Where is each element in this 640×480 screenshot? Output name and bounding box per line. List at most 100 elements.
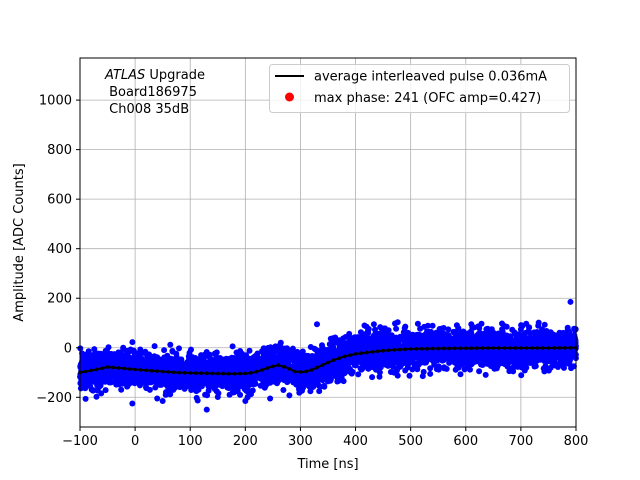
sample-point [104,348,110,355]
sample-point [79,360,86,367]
sample-point [327,377,334,384]
sample-point [518,334,525,341]
sample-point [107,378,113,385]
sample-point [529,355,536,362]
sample-point [482,371,489,378]
sample-point [206,381,213,388]
sample-point [206,361,213,368]
sample-point [259,348,265,355]
sample-point [564,324,571,331]
sample-point [231,389,238,396]
sample-point [151,363,158,370]
sample-point [380,339,387,346]
sample-point [90,387,97,394]
sample-point [161,347,168,354]
sample-point [321,383,328,390]
sample-point [518,372,525,379]
sample-point [443,365,450,372]
sample-point [126,348,133,355]
sample-point [319,345,326,352]
sample-point [82,355,89,362]
sample-point [494,354,501,361]
sample-point [307,388,314,395]
sample-point [409,366,416,373]
sample-point [453,335,459,342]
sample-point [568,334,575,341]
sample-point [105,355,111,362]
sample-point [137,382,143,389]
sample-point [299,348,306,355]
sample-point [374,338,381,345]
sample-point [433,366,440,373]
sample-point [348,358,355,365]
sample-point [311,377,318,384]
sample-point [348,370,355,377]
sample-point [140,349,147,356]
sample-point [445,326,452,333]
sample-point [521,367,528,374]
sample-point [375,330,382,337]
sample-point [102,387,109,394]
sample-point [467,360,474,366]
sample-point [449,352,456,359]
sample-point [360,360,367,367]
sample-point [364,344,371,351]
sample-point [296,389,303,396]
sample-point [414,366,421,373]
sample-point [108,373,115,380]
sample-point [186,349,193,356]
sample-point [532,363,539,370]
sample-point [509,365,515,371]
sample-point [306,383,313,390]
sample-point [200,358,207,365]
sample-point [245,389,252,395]
sample-point [467,328,474,335]
sample-point [499,360,506,367]
sample-point [393,325,400,332]
sample-point [128,357,135,364]
sample-point [347,366,353,372]
sample-point [131,380,138,387]
sample-point [351,334,358,341]
sample-point [560,355,566,362]
sample-point [477,332,484,339]
scatter-series [77,298,579,413]
sample-point [129,339,136,346]
sample-point [461,366,468,373]
sample-point [392,320,398,327]
sample-point [241,381,248,388]
sample-point [358,333,365,340]
sample-point [481,337,488,343]
sample-point [356,343,362,350]
sample-point [250,363,257,370]
sample-point [86,380,93,386]
sample-point [312,353,319,360]
sample-point [193,394,200,401]
sample-point [213,349,220,356]
sample-point [541,321,548,328]
sample-point [246,347,253,354]
sample-point [560,329,567,336]
sample-point [556,334,563,341]
sample-point [91,346,98,353]
sample-point [355,371,362,378]
sample-point [352,362,359,369]
sample-point [307,344,314,350]
sample-point [335,377,342,384]
sample-point [82,395,89,402]
sample-point [188,387,195,393]
sample-point [226,367,233,373]
sample-point [494,362,501,369]
sample-point [402,323,409,330]
sample-point [566,360,572,367]
sample-point [554,338,560,345]
sample-point [277,339,284,346]
sample-point [305,352,312,359]
sample-point [93,355,100,362]
sample-point [542,363,549,370]
sample-point [494,340,501,347]
sample-point [408,356,415,363]
sample-point [78,376,85,383]
sample-point [445,331,451,338]
sample-point [97,382,104,389]
